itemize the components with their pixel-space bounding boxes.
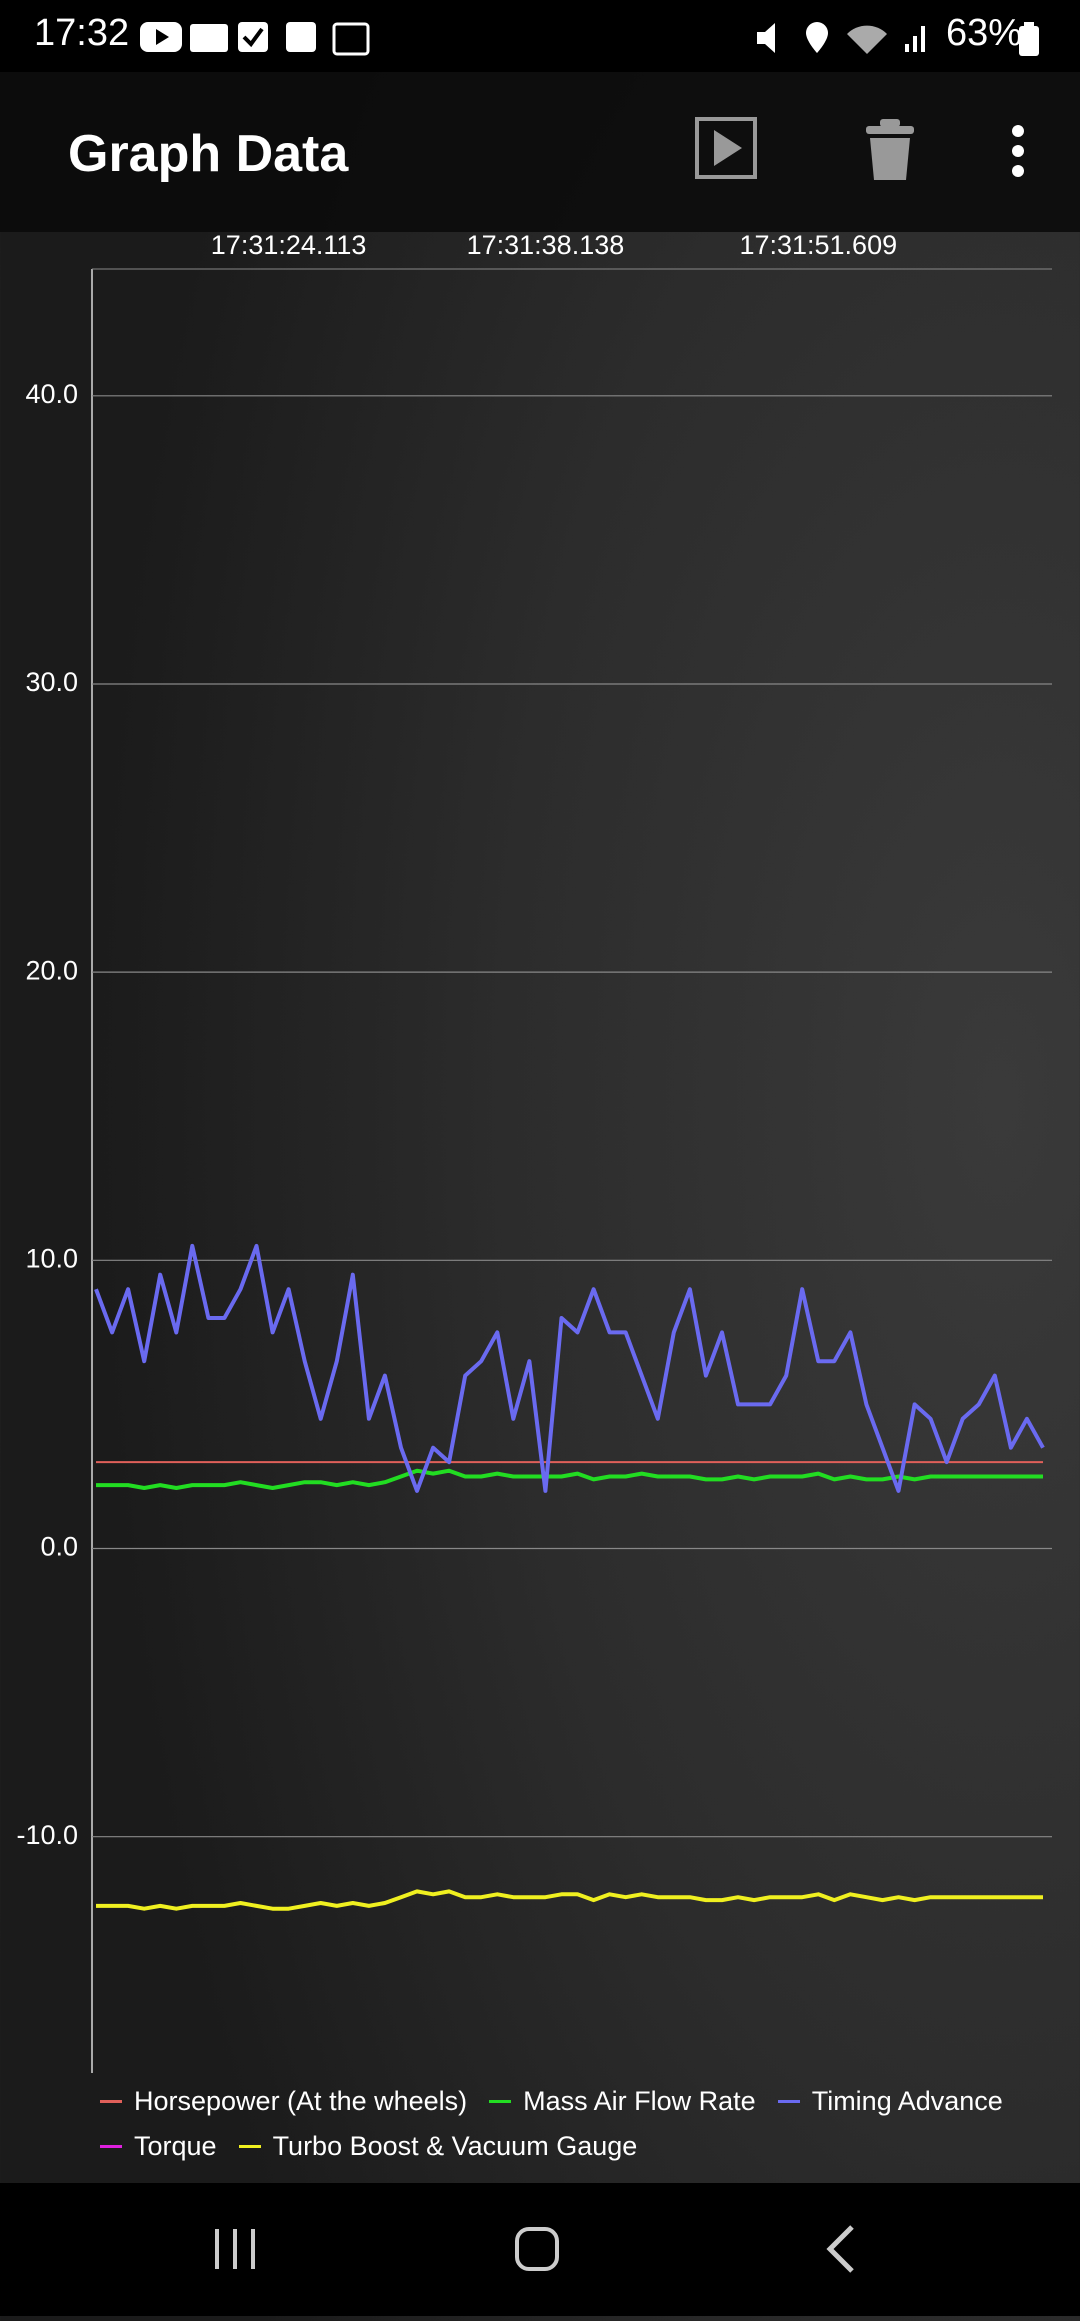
- navigation-bar: [0, 2183, 1080, 2316]
- status-icons-right: [757, 22, 925, 54]
- back-button[interactable]: [826, 2225, 854, 2273]
- series-line: [96, 1468, 1043, 1490]
- recents-button[interactable]: [215, 2229, 255, 2269]
- status-bar: 17:32 63%: [0, 0, 1080, 72]
- battery-level: 63%: [945, 12, 1022, 54]
- x-tick-label: 17:31:51.609: [739, 232, 897, 260]
- chart: -10.0 0.0 10.0 20.0 30.0 40.0 17:31:24.113 17:3…: [16, 232, 1052, 2073]
- clock: 17:32: [34, 12, 130, 54]
- y-tick-label: 0.0: [40, 1532, 78, 1562]
- y-tick-label: 40.0: [25, 379, 78, 409]
- y-tick-label: 20.0: [25, 955, 78, 985]
- series-line: [96, 1889, 1043, 1911]
- legend-swatch: [777, 2100, 800, 2103]
- play-button[interactable]: [694, 116, 758, 180]
- legend-label: Mass Air Flow Rate: [523, 2086, 756, 2116]
- nav-buttons: [215, 2225, 854, 2273]
- legend-swatch: [100, 2145, 122, 2148]
- legend-label: Horsepower (At the wheels): [134, 2086, 468, 2116]
- x-tick-label: 17:31:24.113: [211, 232, 367, 260]
- legend-swatch: [100, 2100, 122, 2103]
- x-tick-label: 17:31:38.138: [467, 232, 625, 260]
- battery-icon: [1019, 22, 1039, 56]
- home-button[interactable]: [515, 2227, 559, 2271]
- overflow-menu[interactable]: [1004, 124, 1032, 180]
- legend-swatch: [489, 2100, 512, 2103]
- legend-item: Torque: [100, 2131, 217, 2162]
- legend-swatch: [238, 2145, 261, 2148]
- legend-label: Timing Advance: [811, 2086, 1003, 2116]
- legend-label: Turbo Boost & Vacuum Gauge: [272, 2131, 638, 2161]
- delete-button[interactable]: [862, 116, 918, 184]
- status-icons: [140, 22, 370, 56]
- legend-item: Turbo Boost & Vacuum Gauge: [238, 2131, 638, 2162]
- legend-item: Timing Advance: [777, 2086, 1003, 2117]
- legend: Horsepower (At the wheels) Mass Air Flow …: [100, 2086, 1060, 2162]
- y-tick-label: 30.0: [25, 667, 78, 697]
- legend-item: Horsepower (At the wheels): [100, 2086, 467, 2117]
- legend-label: Torque: [134, 2131, 217, 2161]
- app-bar: Graph Data: [0, 72, 1080, 232]
- series-line: [94, 1243, 1045, 1493]
- y-tick-label: 10.0: [25, 1243, 78, 1273]
- y-tick-label: -10.0: [16, 1820, 78, 1850]
- app-title: Graph Data: [68, 125, 349, 183]
- legend-item: Mass Air Flow Rate: [489, 2086, 756, 2117]
